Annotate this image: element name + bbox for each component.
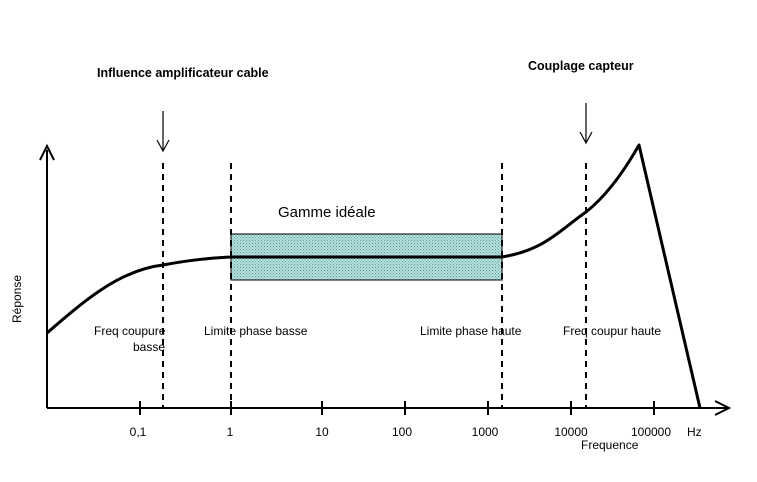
freq-coupure-basse-label: Freq coupure [94, 324, 166, 338]
limite-phase-basse-label: Limite phase basse [204, 324, 308, 338]
x-axis-unit: Hz [687, 425, 702, 439]
tick-label: 100 [391, 425, 413, 439]
freq-coupure-basse-label-2: basse [133, 340, 166, 354]
tick-label: 10000 [554, 425, 588, 439]
influence-amplificateur-label: Influence amplificateur cable [97, 66, 269, 80]
influence-arrowhead [156, 139, 170, 153]
couplage-capteur-label: Couplage capteur [528, 59, 634, 73]
y-axis-arrowhead [39, 143, 55, 161]
freq-coupur-haute-label: Freq coupur haute [563, 324, 662, 338]
tick-label: 0,1 [129, 425, 147, 439]
couplage-arrowhead [579, 131, 593, 145]
response-curve [46, 143, 702, 409]
tick-label: 10 [315, 425, 329, 439]
limite-phase-haute-label: Limite phase haute [420, 324, 522, 338]
tick-label: 1000 [471, 425, 499, 439]
x-axis-label: Frequence [581, 438, 639, 452]
gamme-ideale-label: Gamme idéale [278, 204, 376, 221]
tick-label: 1 [226, 425, 234, 439]
y-axis-label: Réponse [10, 274, 25, 324]
tick-label: 100000 [630, 425, 672, 439]
x-axis-arrowhead [714, 400, 732, 416]
